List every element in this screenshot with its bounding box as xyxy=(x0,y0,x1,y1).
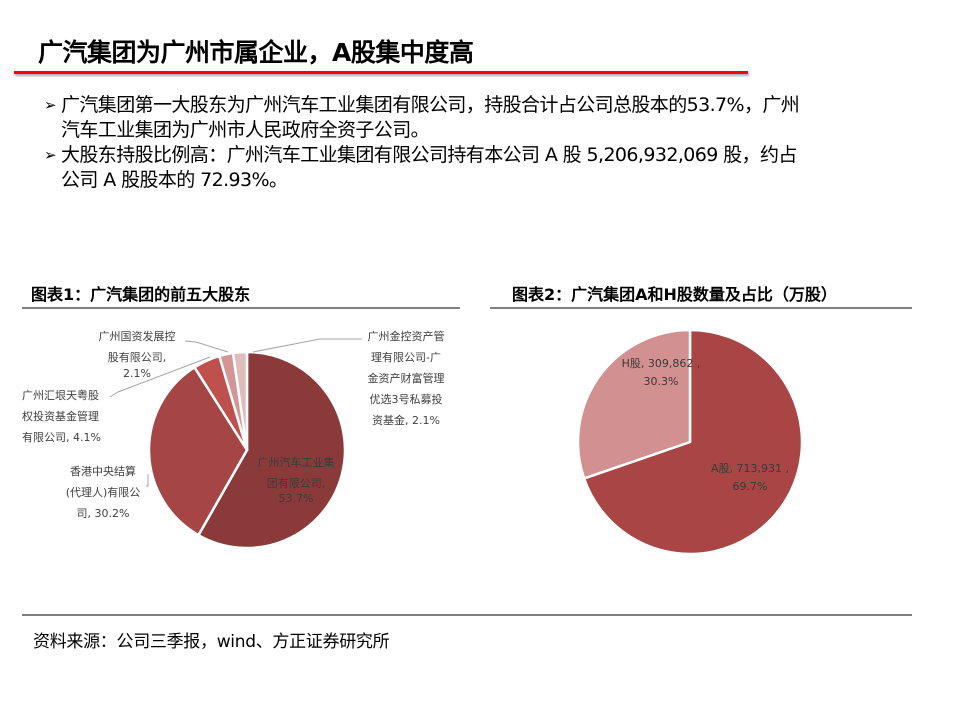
slice-label-jinkong-fund: 广州金控资产管 理有限公司-广 金资产财富管理 优选3号私募投 资基金, 2.1… xyxy=(362,326,450,431)
bullet-item: ➢ 大股东持股比例高：广州汽车工业集团有限公司持有本公司 A 股 5,206,9… xyxy=(44,143,924,193)
label-line: 2.1% xyxy=(123,367,151,380)
source-divider xyxy=(22,614,912,616)
bullet-text: 广汽集团第一大股东为广州汽车工业集团有限公司，持股合计占公司总股本的53.7%，… xyxy=(61,94,800,116)
label-line: A股, 713,931 , xyxy=(711,462,789,475)
slice-label-huiyin: 广州汇垠天粤股 权投资基金管理 有限公司, 4.1% xyxy=(22,385,101,448)
leader-line xyxy=(252,338,362,353)
label-line: 司, 30.2% xyxy=(76,507,130,520)
label-line: 69.7% xyxy=(732,480,768,493)
source-note: 资料来源：公司三季报，wind、方正证券研究所 xyxy=(33,632,390,652)
pie-slice-h-share xyxy=(576,328,692,480)
arrow-bullet-icon: ➢ xyxy=(44,146,57,164)
label-line: 优选3号私募投 xyxy=(369,393,443,406)
title-underline xyxy=(14,71,748,74)
chart2-pie xyxy=(576,328,804,556)
chart1-leader-lines xyxy=(109,338,362,487)
leader-line xyxy=(109,356,211,398)
label-line: H股, 309,862 , xyxy=(621,357,701,370)
label-line: (代理人)有限公 xyxy=(65,486,141,499)
label-line: 广州汽车工业集 xyxy=(257,456,335,469)
leader-line xyxy=(146,474,149,487)
slice-label-gaig: 广州汽车工业集 团有限公司, 53.7% xyxy=(254,452,338,509)
label-line: 有限公司, 4.1% xyxy=(22,431,101,444)
bullet-text: 大股东持股比例高：广州汽车工业集团有限公司持有本公司 A 股 5,206,932… xyxy=(61,144,797,166)
label-line: 30.3% xyxy=(643,375,679,388)
page-title: 广汽集团为广州市属企业，A股集中度高 xyxy=(38,38,474,67)
chart1-pie xyxy=(147,350,347,550)
label-line: 权投资基金管理 xyxy=(22,410,99,423)
label-line: 团有限公司, xyxy=(266,477,326,490)
arrow-bullet-icon: ➢ xyxy=(44,96,57,114)
label-line: 资基金, 2.1% xyxy=(372,414,440,427)
bullet-list: ➢ 广汽集团第一大股东为广州汽车工业集团有限公司，持股合计占公司总股本的53.7… xyxy=(44,93,924,193)
pie-slice-gaig xyxy=(197,350,347,550)
chart1-title: 图表1：广汽集团的前五大股东 xyxy=(31,285,251,304)
bullet-item: ➢ 广汽集团第一大股东为广州汽车工业集团有限公司，持股合计占公司总股本的53.7… xyxy=(44,93,924,143)
pie-slice-jinkong-fund xyxy=(231,350,249,452)
slice-label-h-share: H股, 309,862 , 30.3% xyxy=(616,355,706,391)
label-line: 理有限公司-广 xyxy=(371,351,441,364)
slice-label-hkscc: 香港中央结算 (代理人)有限公 司, 30.2% xyxy=(60,461,146,524)
label-line: 广州国资发展控 xyxy=(98,330,176,343)
pie-slice-hkscc xyxy=(147,366,249,537)
label-line: 53.7% xyxy=(278,492,314,505)
label-line: 香港中央结算 xyxy=(70,465,136,478)
slice-label-a-share: A股, 713,931 , 69.7% xyxy=(705,460,795,496)
label-line: 广州汇垠天粤股 xyxy=(22,389,99,402)
label-line: 股有限公司, xyxy=(107,351,167,364)
label-line: 广州金控资产管 xyxy=(367,330,445,343)
bullet-text: 公司 A 股股本的 72.93%。 xyxy=(61,169,288,191)
slice-label-gzsasac-holdings: 广州国资发展控 股有限公司, 2.1% xyxy=(92,326,182,384)
label-line: 金资产财富管理 xyxy=(367,372,445,385)
chart2-title: 图表2：广汽集团A和H股数量及占比（万股） xyxy=(512,285,837,304)
bullet-text: 汽车工业集团为广州市人民政府全资子公司。 xyxy=(61,119,430,141)
leader-line xyxy=(184,340,229,353)
chart1-title-rule xyxy=(22,307,460,309)
pie-slice-a-share xyxy=(582,328,804,556)
chart2-title-rule xyxy=(490,307,912,309)
